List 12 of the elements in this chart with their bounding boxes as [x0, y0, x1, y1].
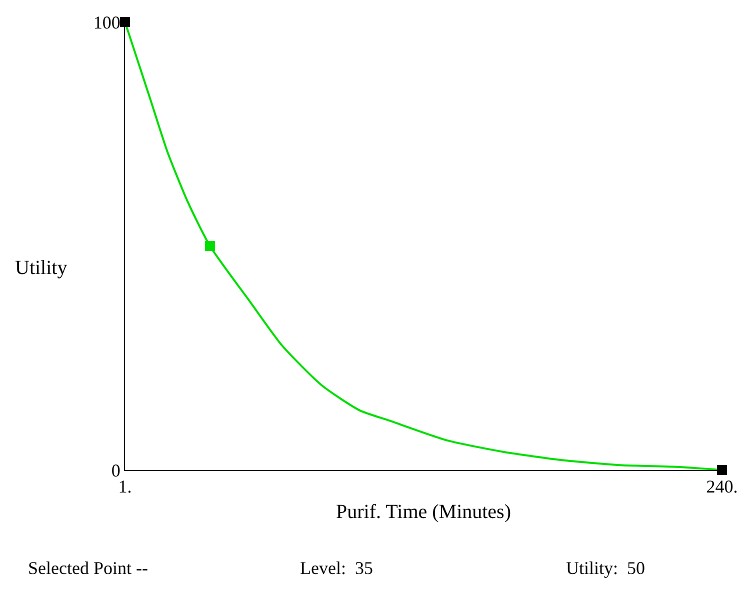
point	[717, 465, 727, 475]
point	[204, 241, 215, 251]
y-tick-label: 0	[111, 460, 120, 480]
point	[120, 17, 130, 27]
x-tick-label: 1.	[118, 476, 132, 497]
y-tick-label: 100	[93, 12, 120, 32]
text: Utility: 50	[566, 558, 646, 578]
x-axis-title: Purif. Time (Minutes)	[336, 501, 512, 524]
text: Level: 35	[300, 558, 373, 578]
x-tick-label: 240.	[706, 476, 738, 497]
text: Selected Point --	[28, 558, 148, 578]
y-axis-title: Utility	[15, 257, 68, 279]
